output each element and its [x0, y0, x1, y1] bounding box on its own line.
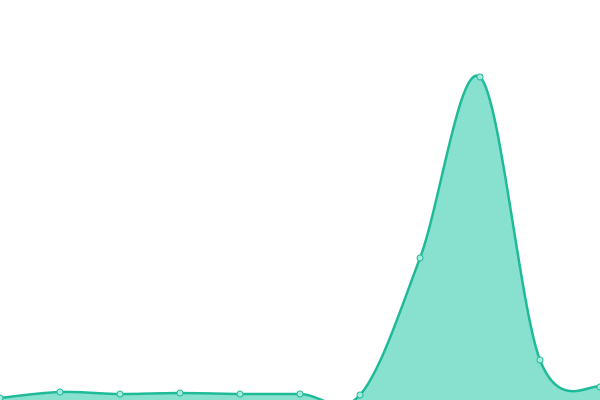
data-point — [0, 394, 4, 400]
data-point — [56, 388, 64, 396]
data-point — [596, 383, 600, 391]
data-point — [296, 390, 304, 398]
area-fill — [0, 75, 600, 400]
data-point — [236, 390, 244, 398]
data-point — [356, 391, 364, 399]
data-point — [476, 73, 484, 81]
data-point — [416, 254, 424, 262]
data-point — [116, 390, 124, 398]
data-point — [176, 389, 184, 397]
data-point — [536, 356, 544, 364]
